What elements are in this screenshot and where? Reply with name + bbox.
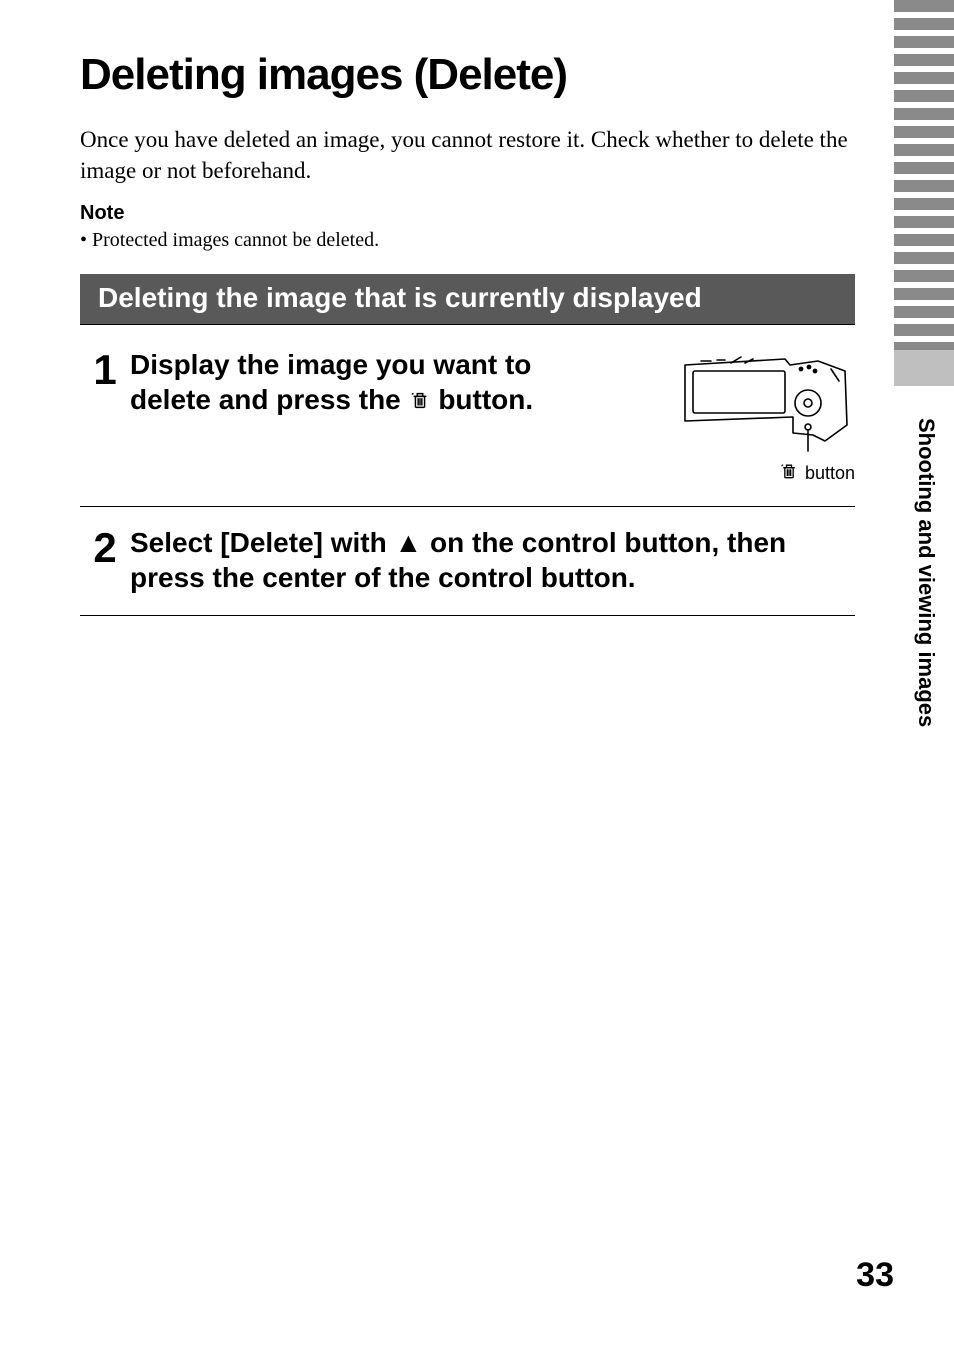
tab-stripe	[894, 252, 954, 264]
trash-icon	[409, 384, 431, 419]
tab-stripe	[894, 72, 954, 84]
tab-stripe	[894, 234, 954, 246]
intro-paragraph: Once you have deleted an image, you cann…	[80, 124, 855, 186]
step-1: 1 Display the image you want to delete a…	[80, 347, 855, 507]
tab-stripe	[894, 0, 954, 12]
tab-stripe	[894, 180, 954, 192]
tab-stripe	[894, 90, 954, 102]
camera-illustration	[675, 347, 855, 457]
note-bullet: • Protected images cannot be deleted.	[80, 229, 855, 252]
side-section-label: Shooting and viewing images	[913, 418, 939, 727]
note-heading: Note	[80, 202, 855, 225]
tab-stripe	[894, 324, 954, 336]
step-1-text-after: button.	[431, 384, 534, 415]
tab-stripe	[894, 144, 954, 156]
tab-stripe	[894, 288, 954, 300]
tab-stripe	[894, 270, 954, 282]
step-1-text: Display the image you want to delete and…	[130, 347, 550, 486]
tab-stripes	[894, 0, 954, 360]
tab-marker	[894, 350, 954, 386]
tab-stripe	[894, 198, 954, 210]
tab-stripe	[894, 306, 954, 318]
step-number: 1	[80, 347, 130, 486]
tab-stripe	[894, 54, 954, 66]
tab-stripe	[894, 162, 954, 174]
tab-stripe	[894, 18, 954, 30]
illustration-caption: button	[779, 461, 855, 486]
tab-stripe	[894, 126, 954, 138]
step-2-text: Select [Delete] with ▲ on the control bu…	[130, 525, 855, 595]
trash-icon	[779, 461, 799, 486]
illustration-caption-text: button	[805, 463, 855, 484]
page-title: Deleting images (Delete)	[80, 50, 855, 100]
step-number: 2	[80, 525, 130, 595]
step-2: 2 Select [Delete] with ▲ on the control …	[80, 525, 855, 616]
section-heading-bar: Deleting the image that is currently dis…	[80, 274, 855, 325]
tab-stripe	[894, 216, 954, 228]
step-1-illustration: button	[570, 347, 855, 486]
tab-stripe	[894, 36, 954, 48]
page-number: 33	[856, 1256, 894, 1295]
tab-stripe	[894, 108, 954, 120]
